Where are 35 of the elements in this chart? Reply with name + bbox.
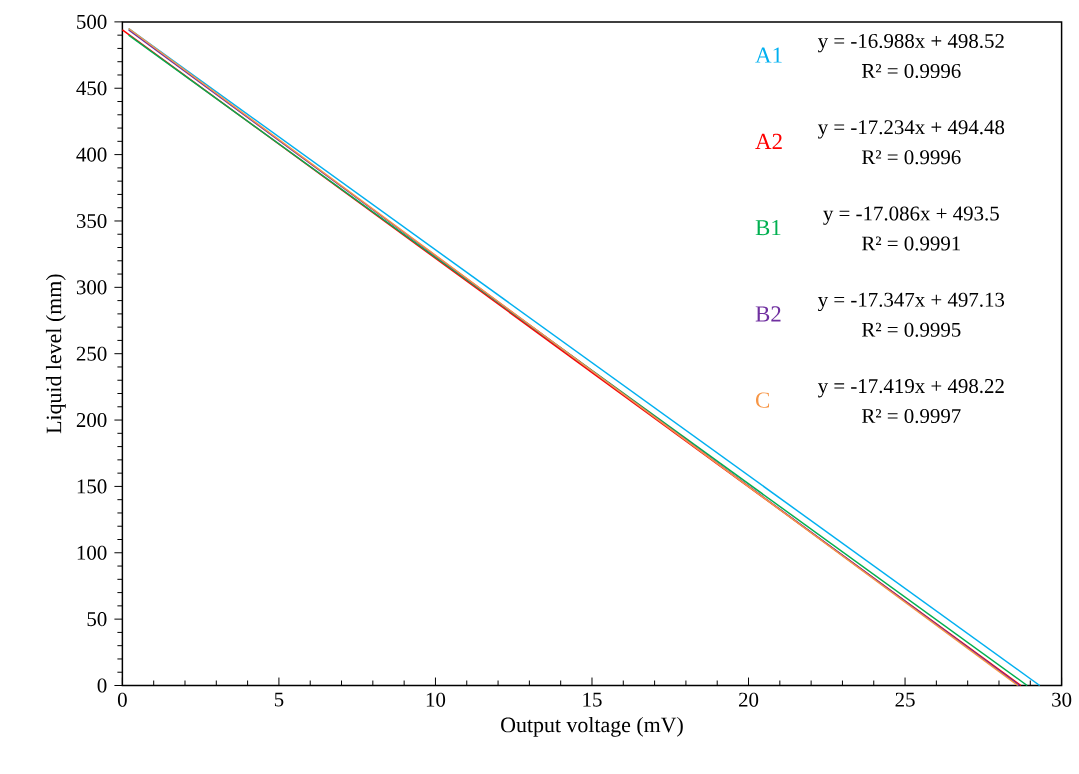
x-tick-label: 0 — [117, 692, 127, 707]
annotation: R² = 0.9996 — [861, 63, 961, 79]
x-tick-label: 15 — [583, 692, 602, 707]
text: B2 — [755, 306, 781, 322]
text: B1 — [755, 220, 781, 236]
y-tick-label: 500 — [77, 14, 107, 29]
annotation: R² = 0.9991 — [861, 236, 960, 251]
annotation: y = -16.988x + 498.52 — [817, 33, 1004, 53]
y-tick-label: 100 — [77, 545, 107, 560]
y-axis-title: Liquid level (mm) — [45, 274, 66, 434]
annotation: R² = 0.9995 — [861, 322, 961, 337]
y-tick-label: 0 — [97, 678, 107, 693]
x-axis-title: Output voltage (mV) — [501, 716, 683, 737]
x-tick-label: 5 — [274, 692, 284, 707]
x-tick-label: 30 — [1052, 692, 1072, 707]
y-tick-label: 200 — [76, 412, 107, 428]
annotation: R² = 0.9997 — [861, 408, 961, 424]
y-tick-label: 50 — [87, 612, 107, 627]
annotation: y = -17.347x + 497.13 — [817, 292, 1005, 312]
y-tick-label: 150 — [77, 479, 107, 494]
x-tick-label: 20 — [738, 692, 759, 707]
x-tick-label: 10 — [426, 692, 446, 707]
y-tick-label: 450 — [76, 81, 107, 96]
y-tick-label: 350 — [76, 213, 107, 228]
text: A2 — [755, 133, 782, 149]
annotation: y = -17.086x + 493.5 — [823, 206, 999, 225]
y-tick-label: 400 — [76, 147, 107, 162]
text: C — [755, 392, 770, 408]
y-tick-label: 300 — [76, 280, 107, 295]
y-tick-label: 250 — [76, 346, 107, 361]
x-tick-label: 25 — [895, 692, 915, 707]
annotation: y = -17.419x + 498.22 — [817, 378, 1004, 398]
text: A1 — [755, 47, 782, 63]
annotation: R² = 0.9996 — [861, 150, 961, 165]
annotation: y = -17.234x + 494.48 — [817, 120, 1005, 139]
